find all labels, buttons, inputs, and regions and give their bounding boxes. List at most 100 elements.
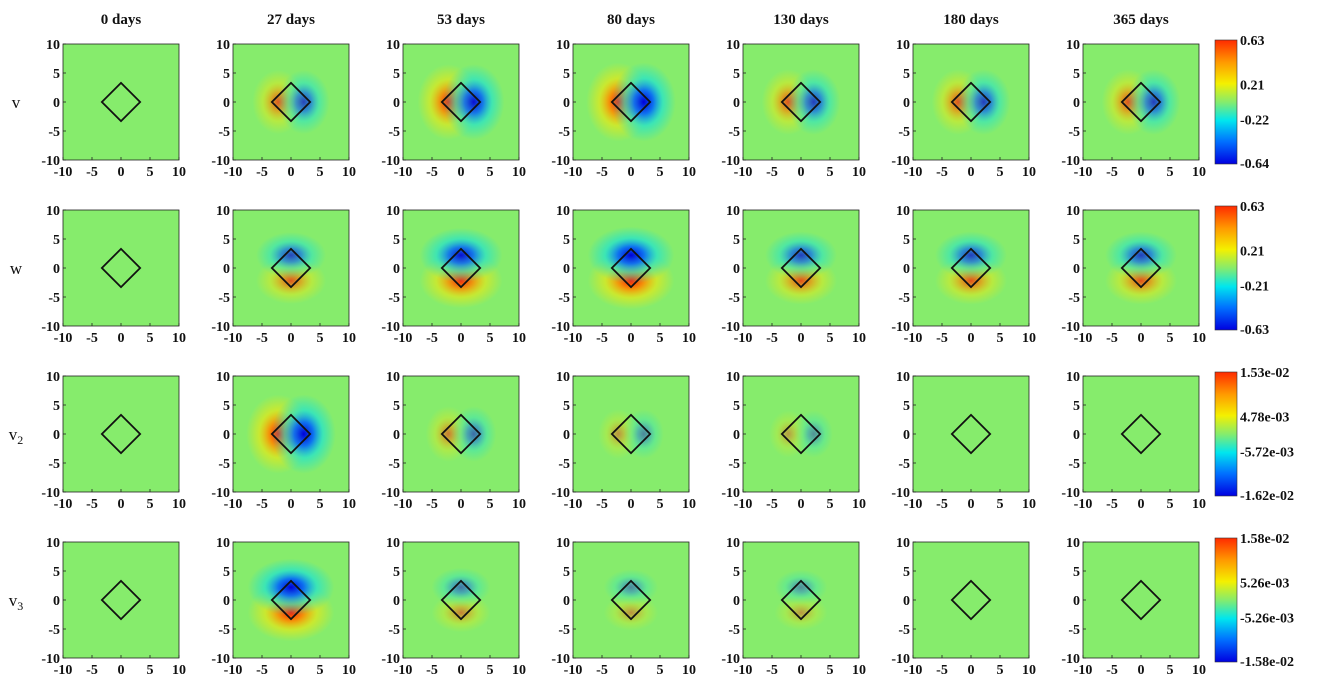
x-tick-label: 5	[657, 331, 664, 346]
y-tick-label: 5	[393, 233, 400, 248]
y-tick-label: 5	[733, 565, 740, 580]
x-tick-label: -10	[734, 663, 753, 678]
y-tick-label: 0	[223, 428, 230, 443]
y-tick-label: 0	[733, 594, 740, 609]
x-tick-label: 10	[342, 165, 356, 180]
y-tick-label: -5	[218, 125, 230, 140]
y-tick-label: 0	[1073, 262, 1080, 277]
negative-lobe	[255, 232, 327, 279]
y-tick-label: 5	[1073, 233, 1080, 248]
heatmap-panel: 10 5 0 -5 -10-10 -5 0 5 10	[41, 536, 186, 678]
y-tick-label: -10	[211, 154, 230, 169]
column-title: 0 days	[101, 12, 142, 28]
x-tick-label: 0	[458, 331, 465, 346]
y-tick-label: 10	[896, 204, 910, 219]
x-tick-label: 10	[342, 663, 356, 678]
heatmap-panel: 10 5 0 -5 -10-10 -5 0 5 10	[211, 38, 356, 180]
y-tick-label: -5	[898, 457, 910, 472]
column-title: 180 days	[943, 12, 999, 28]
y-tick-label: -5	[898, 623, 910, 638]
y-tick-label: -10	[551, 320, 570, 335]
x-tick-label: -5	[936, 165, 948, 180]
y-tick-label: 5	[903, 233, 910, 248]
x-tick-label: -10	[394, 165, 413, 180]
diamond-outline	[100, 247, 142, 289]
y-tick-label: 0	[733, 428, 740, 443]
x-tick-label: -10	[394, 663, 413, 678]
heatmap-panel: 10 5 0 -5 -10-10 -5 0 5 10	[41, 204, 186, 346]
x-tick-label: 0	[968, 165, 975, 180]
x-tick-label: 10	[172, 331, 186, 346]
y-tick-label: 5	[1073, 565, 1080, 580]
heatmap-panel: 10 5 0 -5 -10-10 -5 0 5 10	[891, 370, 1036, 512]
y-tick-label: -10	[211, 652, 230, 667]
negative-lobe	[764, 231, 838, 280]
x-tick-label: 10	[852, 165, 866, 180]
diamond-outline	[610, 579, 652, 621]
x-tick-label: 10	[512, 497, 526, 512]
panel-grid: 10 5 0 -5 -10 -10 -5 0 5 10 10 5 0 -5 -10 -10 -5 0 5 10 10 5 0…	[41, 34, 1294, 678]
x-tick-label: -10	[54, 331, 73, 346]
y-tick-label: 10	[726, 38, 740, 53]
x-tick-label: -5	[1106, 497, 1118, 512]
column-title: 27 days	[267, 12, 315, 28]
y-tick-label: -5	[388, 623, 400, 638]
x-tick-label: -5	[256, 663, 268, 678]
x-tick-label: 0	[798, 663, 805, 678]
negative-lobe	[603, 569, 659, 606]
colorbar: 0.63 0.21 -0.21 -0.63	[1214, 200, 1269, 338]
y-tick-label: -10	[891, 154, 910, 169]
x-tick-label: 10	[512, 663, 526, 678]
y-tick-label: 0	[393, 96, 400, 111]
x-tick-label: -10	[734, 165, 753, 180]
y-tick-label: 10	[46, 536, 60, 551]
y-tick-label: -10	[721, 320, 740, 335]
negative-lobe	[794, 410, 833, 458]
x-tick-label: 0	[628, 497, 635, 512]
y-tick-label: -5	[558, 623, 570, 638]
x-tick-label: 10	[852, 331, 866, 346]
x-tick-label: 10	[1022, 165, 1036, 180]
y-tick-label: 0	[563, 428, 570, 443]
negative-lobe	[587, 226, 675, 284]
y-tick-label: 10	[1066, 536, 1080, 551]
diamond-outline	[780, 247, 822, 289]
y-tick-label: -10	[41, 154, 60, 169]
x-tick-label: 5	[147, 663, 154, 678]
heatmap-panel: 10 5 0 -5 -10-10 -5 0 5 10	[721, 204, 866, 346]
y-tick-label: 5	[393, 399, 400, 414]
x-tick-label: -10	[904, 497, 923, 512]
diamond-outline	[610, 247, 652, 289]
diamond-outline	[440, 247, 482, 289]
colorbar-gradient	[1214, 537, 1238, 663]
y-tick-label: 10	[386, 536, 400, 551]
negative-lobe	[787, 69, 841, 135]
x-tick-label: -10	[564, 165, 583, 180]
y-tick-label: 5	[563, 67, 570, 82]
heatmap-panel: 10 5 0 -5 -10-10 -5 0 5 10	[551, 204, 696, 346]
y-tick-label: 0	[563, 96, 570, 111]
x-tick-label: -5	[426, 497, 438, 512]
colorbar-tick-label: 0.63	[1240, 200, 1265, 215]
x-tick-label: -5	[766, 497, 778, 512]
y-tick-label: 0	[393, 262, 400, 277]
x-tick-label: 0	[288, 165, 295, 180]
y-tick-label: -10	[1061, 486, 1080, 501]
colorbar-tick-label: 0.21	[1240, 79, 1265, 94]
y-tick-label: 5	[903, 399, 910, 414]
y-tick-label: -5	[898, 125, 910, 140]
x-tick-label: -5	[936, 331, 948, 346]
x-tick-label: -10	[1074, 331, 1093, 346]
diamond-outline	[440, 413, 482, 455]
x-tick-label: 10	[172, 165, 186, 180]
y-tick-label: 5	[563, 565, 570, 580]
x-tick-label: 5	[997, 497, 1004, 512]
x-tick-label: 5	[487, 497, 494, 512]
y-tick-label: 10	[556, 204, 570, 219]
heatmap-panel: 10 5 0 -5 -10-10 -5 0 5 10	[721, 536, 866, 678]
x-tick-label: 5	[827, 497, 834, 512]
diamond-outline	[780, 81, 822, 123]
y-tick-label: -5	[388, 457, 400, 472]
heatmap-panel: 10 5 0 -5 -10-10 -5 0 5 10	[721, 38, 866, 180]
x-tick-label: 5	[657, 165, 664, 180]
